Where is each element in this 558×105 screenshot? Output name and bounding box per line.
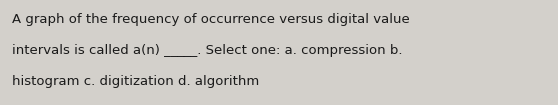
Text: intervals is called a(n) _____. Select one: a. compression b.: intervals is called a(n) _____. Select o… (12, 44, 403, 57)
Text: histogram c. digitization d. algorithm: histogram c. digitization d. algorithm (12, 75, 259, 88)
Text: A graph of the frequency of occurrence versus digital value: A graph of the frequency of occurrence v… (12, 13, 410, 26)
